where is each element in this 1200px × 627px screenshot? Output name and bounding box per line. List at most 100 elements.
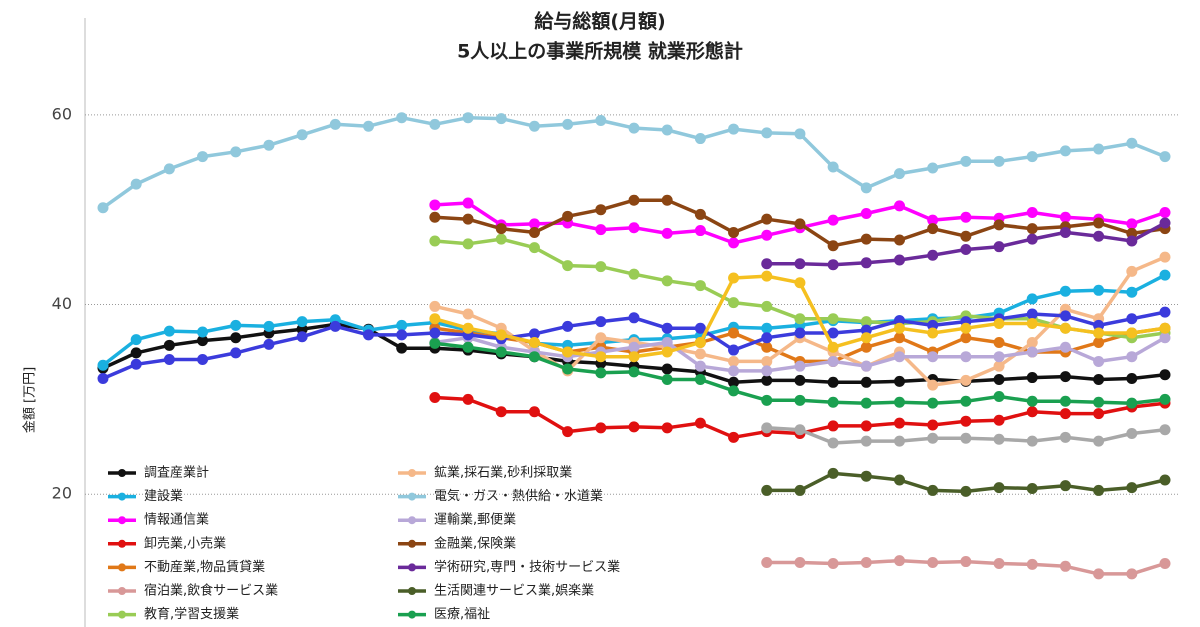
point — [130, 358, 142, 370]
point — [728, 226, 740, 238]
legend-label: 教育,学習支援業 — [144, 606, 239, 622]
legend-marker — [408, 587, 416, 595]
point — [429, 391, 441, 403]
point — [1026, 336, 1038, 348]
point — [960, 230, 972, 242]
point — [927, 162, 939, 174]
point — [728, 297, 740, 309]
point — [396, 112, 408, 124]
point — [462, 341, 474, 353]
point — [894, 200, 905, 212]
point — [993, 360, 1005, 372]
point — [230, 332, 242, 344]
legend-marker — [118, 469, 126, 477]
point — [1159, 424, 1171, 436]
point — [396, 342, 408, 354]
point — [1126, 235, 1138, 247]
point — [1159, 251, 1171, 263]
point — [396, 329, 408, 341]
point — [1093, 327, 1105, 339]
point — [860, 435, 872, 447]
point — [296, 323, 308, 335]
point — [927, 223, 939, 235]
point — [960, 244, 972, 256]
point — [860, 316, 872, 328]
point — [794, 557, 806, 569]
point — [694, 133, 706, 145]
point — [761, 127, 773, 139]
point — [927, 379, 939, 391]
point — [1126, 327, 1138, 339]
point — [462, 213, 474, 225]
point — [927, 432, 939, 444]
point — [562, 426, 574, 438]
point — [794, 313, 806, 325]
point — [728, 431, 740, 443]
legend-marker — [118, 610, 126, 619]
point — [97, 373, 109, 385]
point — [694, 322, 706, 334]
point — [960, 332, 972, 344]
point — [894, 474, 905, 486]
legend-label: 調査産業計 — [144, 465, 209, 481]
point — [927, 419, 939, 431]
point — [1059, 395, 1071, 407]
point — [1026, 318, 1038, 329]
point — [661, 124, 673, 136]
point — [761, 229, 773, 241]
point — [296, 316, 308, 328]
point — [661, 373, 673, 385]
point — [1093, 355, 1105, 367]
point — [761, 341, 773, 353]
point — [794, 374, 806, 386]
legend-label: 建設業 — [144, 488, 183, 504]
point — [495, 406, 507, 418]
point — [296, 129, 308, 141]
point — [694, 360, 706, 372]
point — [728, 237, 740, 249]
legend-label: 学術研究,専門・技術サービス業 — [434, 559, 620, 575]
point — [595, 224, 607, 236]
point — [562, 210, 574, 222]
point — [827, 557, 839, 569]
point — [97, 202, 109, 214]
point — [827, 437, 839, 449]
point — [661, 422, 673, 434]
point — [562, 363, 574, 375]
point — [595, 332, 607, 344]
point — [694, 280, 706, 292]
point — [1093, 373, 1105, 385]
point — [1126, 351, 1138, 363]
point — [761, 332, 773, 344]
point — [860, 207, 872, 219]
point — [1059, 560, 1071, 572]
point — [927, 484, 939, 496]
point — [230, 319, 242, 331]
point — [263, 139, 275, 151]
point — [794, 218, 806, 230]
point — [628, 268, 640, 280]
legend-marker — [408, 516, 416, 525]
legend-label: 鉱業,採石業,砂利採取業 — [434, 465, 572, 481]
point — [728, 376, 740, 388]
point — [495, 113, 507, 125]
point — [761, 355, 773, 367]
point — [860, 341, 872, 353]
point — [860, 182, 872, 194]
point — [562, 346, 574, 358]
point — [263, 320, 275, 332]
point — [1093, 230, 1105, 242]
legend-marker — [408, 539, 416, 548]
point — [661, 322, 673, 334]
point — [827, 420, 839, 432]
point — [429, 118, 441, 130]
point — [1126, 227, 1138, 239]
point — [960, 556, 972, 568]
point — [860, 420, 872, 432]
point — [1093, 484, 1105, 496]
point — [1059, 431, 1071, 443]
point — [528, 226, 540, 238]
point — [993, 557, 1005, 569]
point — [894, 254, 905, 266]
